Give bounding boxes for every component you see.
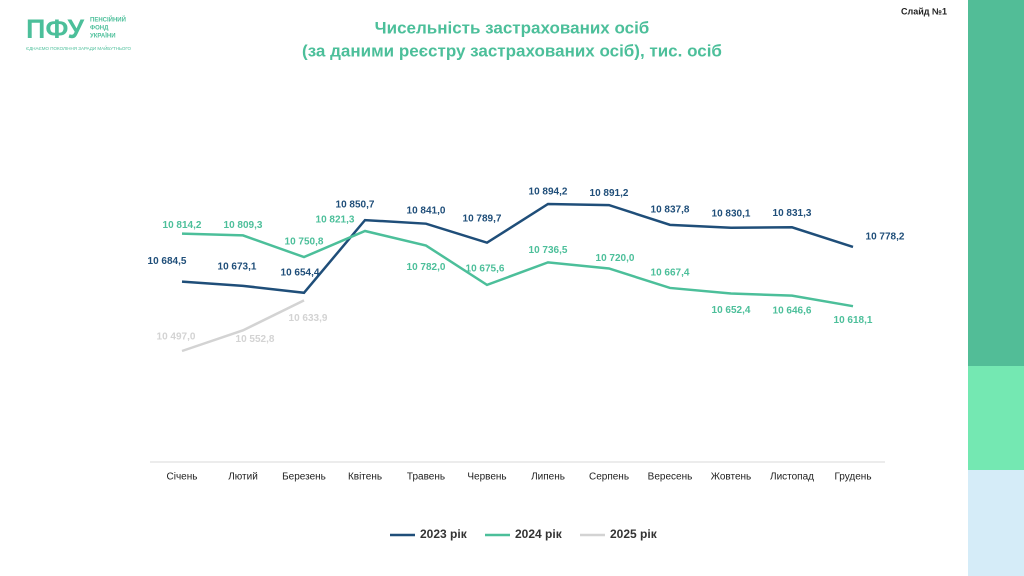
value-label: 10 646,6 [773, 305, 812, 316]
value-label: 10 831,3 [773, 208, 812, 219]
value-label: 10 789,7 [463, 213, 502, 224]
value-label: 10 782,0 [407, 262, 446, 273]
x-tick-label: Червень [467, 472, 506, 483]
x-tick-label: Серпень [589, 472, 629, 483]
x-tick-label: Травень [407, 472, 445, 483]
side-band [968, 0, 1024, 366]
series-line [181, 202, 854, 295]
value-label: 10 675,6 [466, 264, 505, 275]
value-label: 10 667,4 [651, 268, 690, 279]
side-band [968, 366, 1024, 470]
legend-label: 2025 рік [610, 527, 658, 541]
legend-label: 2024 рік [515, 527, 563, 541]
value-label: 10 894,2 [529, 187, 568, 198]
x-tick-label: Вересень [648, 472, 693, 483]
value-label: 10 684,5 [148, 256, 187, 267]
value-label: 10 673,1 [218, 261, 257, 272]
value-label: 10 633,9 [289, 313, 328, 324]
logo-text: ПЕНСІЙНИЙ [90, 16, 126, 24]
x-tick-label: Жовтень [711, 472, 752, 483]
x-tick-label: Лютий [228, 472, 258, 483]
value-label: 10 841,0 [407, 205, 446, 216]
value-label: 10 850,7 [336, 200, 375, 211]
series-line [181, 299, 305, 353]
value-label: 10 809,3 [224, 220, 263, 231]
slide-number: Слайд №1 [901, 6, 947, 16]
tagline: ЄДНАЄМО ПОКОЛІННЯ ЗАРАДИ МАЙБУТНЬОГО [26, 44, 132, 51]
side-band [968, 470, 1024, 576]
chart-subtitle: (за даними реєстру застрахованих осіб), … [302, 41, 722, 60]
x-tick-label: Липень [531, 472, 565, 483]
value-label: 10 652,4 [712, 305, 751, 316]
value-label: 10 736,5 [529, 245, 568, 256]
value-label: 10 891,2 [590, 188, 629, 199]
legend-label: 2023 рік [420, 527, 468, 541]
value-label: 10 778,2 [866, 232, 905, 243]
x-tick-label: Січень [167, 472, 198, 483]
x-tick-label: Березень [282, 472, 326, 483]
logo-text: ФОНД [90, 26, 109, 32]
value-label: 10 720,0 [596, 253, 635, 264]
logo: ПФУ [26, 14, 85, 44]
value-label: 10 814,2 [163, 220, 202, 231]
series-line [181, 229, 854, 308]
value-label: 10 497,0 [157, 332, 196, 343]
value-label: 10 821,3 [316, 215, 355, 226]
x-tick-label: Грудень [834, 472, 871, 483]
x-tick-label: Листопад [770, 472, 814, 483]
value-label: 10 830,1 [712, 208, 751, 219]
value-label: 10 750,8 [285, 237, 324, 248]
x-tick-label: Квітень [348, 472, 382, 483]
chart-title: Чисельність застрахованих осіб [375, 18, 650, 37]
value-label: 10 618,1 [834, 315, 873, 326]
logo-text: УКРАЇНИ [90, 33, 116, 40]
value-label: 10 837,8 [651, 205, 690, 216]
value-label: 10 552,8 [236, 334, 275, 345]
value-label: 10 654,4 [281, 267, 320, 278]
